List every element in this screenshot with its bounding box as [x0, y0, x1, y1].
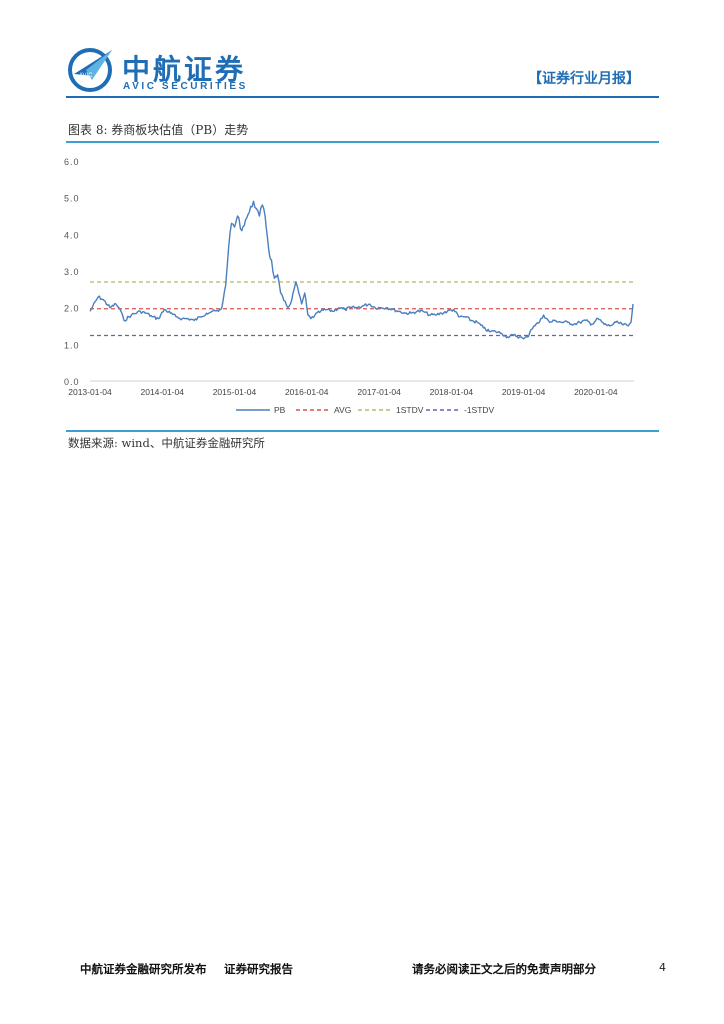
- y-tick-label: 0.0: [64, 377, 80, 387]
- x-tick-label: 2013-01-04: [68, 387, 112, 397]
- x-tick-label: 2014-01-04: [140, 387, 184, 397]
- x-tick-label: 2015-01-04: [213, 387, 257, 397]
- legend-label: PB: [274, 405, 286, 415]
- header-divider: [66, 96, 659, 98]
- y-tick-label: 3.0: [64, 267, 80, 277]
- report-type-label: 【证券行业月报】: [528, 71, 640, 87]
- x-tick-label: 2019-01-04: [502, 387, 546, 397]
- x-tick-label: 2016-01-04: [285, 387, 329, 397]
- y-tick-label: 5.0: [64, 194, 80, 204]
- y-tick-label: 4.0: [64, 230, 80, 240]
- figure-source: 数据来源: wind、中航证券金融研究所: [68, 436, 265, 450]
- footer-publisher: 中航证券金融研究所发布: [80, 962, 207, 976]
- figure-top-rule: [66, 141, 659, 143]
- pb-valuation-chart: 0.0 1.0 2.0 3.0 4.0 5.0 6.0 2013-01-04 2014-01-0…: [64, 157, 634, 415]
- y-tick-label: 6.0: [64, 157, 80, 167]
- y-tick-label: 1.0: [64, 340, 80, 350]
- series-line-pb: [89, 200, 634, 340]
- legend-label: -1STDV: [464, 405, 495, 415]
- x-tick-label: 2020-01-04: [574, 387, 618, 397]
- logo-chinese-text: 中航证券: [122, 53, 247, 86]
- company-logo: AVIC 中航证券 AVIC SECURITIES: [66, 44, 266, 94]
- logo-english-text: AVIC SECURITIES: [123, 81, 248, 92]
- figure-caption: 图表 8: 券商板块估值（PB）走势: [68, 123, 249, 137]
- logo-badge-text: AVIC: [79, 73, 93, 79]
- y-tick-label: 2.0: [64, 304, 80, 314]
- legend-label: 1STDV: [396, 405, 424, 415]
- page-number: 4: [659, 961, 666, 974]
- x-tick-label: 2017-01-04: [357, 387, 401, 397]
- legend-label: AVG: [334, 405, 351, 415]
- plane-emblem-icon: AVIC: [68, 48, 112, 92]
- figure-bottom-rule: [66, 430, 659, 432]
- footer-report-kind: 证券研究报告: [224, 962, 293, 976]
- x-tick-label: 2018-01-04: [430, 387, 474, 397]
- footer-disclaimer: 请务必阅读正文之后的免责声明部分: [412, 962, 596, 976]
